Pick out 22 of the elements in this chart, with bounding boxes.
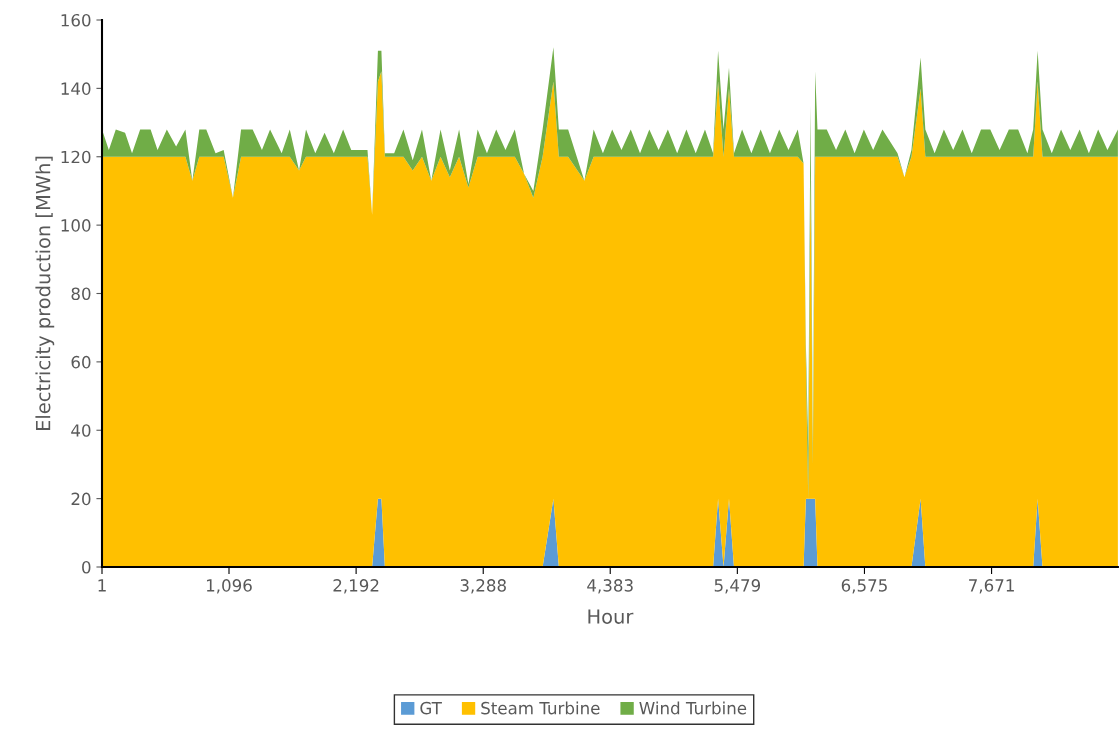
x-tick-label: 1,096	[206, 579, 252, 594]
y-tick-label: 100	[61, 219, 91, 232]
x-tick-label: 2,192	[333, 579, 379, 594]
y-tick-label: 40	[71, 424, 91, 437]
y-tick-label: 160	[61, 13, 91, 27]
y-tick-label: 140	[61, 82, 91, 95]
y-tick-label: 20	[71, 492, 91, 506]
legend-label: Steam Turbine	[481, 701, 600, 715]
y-tick-label: 120	[61, 150, 91, 164]
y-axis-title: Electricity production [MWh]	[35, 156, 55, 431]
legend-label: GT	[420, 701, 442, 715]
x-axis-title: Hour	[588, 609, 634, 624]
x-tick-label: 5,479	[714, 579, 761, 594]
x-tick-label: 3,288	[460, 579, 506, 594]
legend-label: Wind Turbine	[639, 701, 747, 715]
x-tick-label: 7,671	[969, 579, 1014, 594]
x-tick-label: 1	[98, 579, 106, 592]
y-tick-label: 60	[71, 355, 91, 369]
x-tick-label: 6,575	[841, 579, 887, 594]
x-tick-label: 4,383	[587, 579, 633, 594]
y-tick-label: 0	[82, 560, 91, 574]
y-tick-label: 80	[71, 287, 91, 301]
